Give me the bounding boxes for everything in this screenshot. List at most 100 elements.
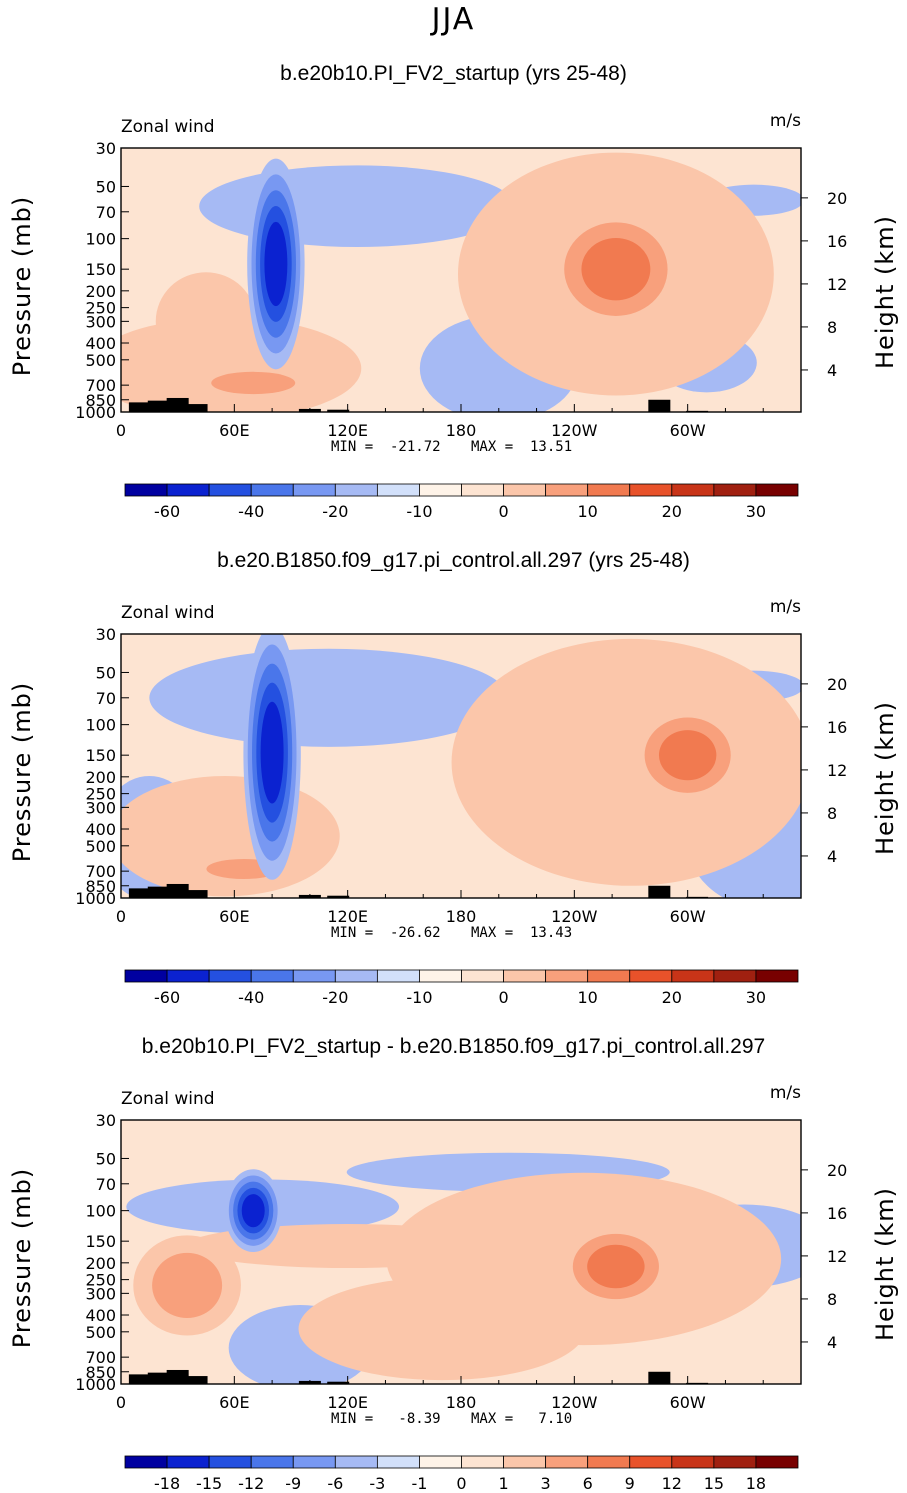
colorbar-bin bbox=[124, 969, 168, 983]
colorbar-bin bbox=[166, 969, 210, 983]
height-tick-label: 12 bbox=[827, 1247, 847, 1266]
units-label: m/s bbox=[770, 597, 801, 617]
topography-block bbox=[327, 409, 350, 412]
colorbar-bin bbox=[503, 969, 547, 983]
height-tick-label: 20 bbox=[827, 675, 847, 694]
panel-title-2: b.e20.B1850.f09_g17.pi_control.all.297 (… bbox=[217, 549, 690, 572]
colorbar-bin bbox=[629, 483, 673, 497]
colorbar-label: -10 bbox=[406, 988, 432, 1007]
pressure-tick-label: 500 bbox=[85, 1323, 116, 1342]
colorbar-label: -3 bbox=[369, 1474, 385, 1493]
colorbar-bin bbox=[713, 1455, 757, 1469]
longitude-tick-label: 0 bbox=[116, 907, 126, 926]
pressure-tick-label: 50 bbox=[96, 663, 116, 682]
colorbar-label: -20 bbox=[322, 988, 348, 1007]
height-tick-label: 16 bbox=[827, 232, 847, 251]
pressure-tick-label: 400 bbox=[85, 334, 116, 353]
colorbar-bin bbox=[292, 1455, 336, 1469]
colorbar-label: 0 bbox=[456, 1474, 466, 1493]
pressure-tick-label: 150 bbox=[85, 260, 116, 279]
min-value: MIN = -8.39 bbox=[331, 1411, 441, 1427]
colorbar-bin bbox=[208, 969, 252, 983]
colorbar-label: -10 bbox=[406, 502, 432, 521]
colorbar-bin bbox=[250, 483, 294, 497]
colorbar-bin bbox=[166, 1455, 210, 1469]
colorbar-label: 0 bbox=[498, 988, 508, 1007]
pressure-tick-label: 30 bbox=[96, 139, 116, 158]
westerly-core bbox=[587, 1244, 645, 1289]
colorbar-bin bbox=[334, 969, 378, 983]
max-value: MAX = 7.10 bbox=[471, 1411, 572, 1427]
height-tick-label: 12 bbox=[827, 275, 847, 294]
pressure-tick-label: 700 bbox=[85, 376, 116, 395]
pressure-tick-label: 30 bbox=[96, 1111, 116, 1130]
colorbar-bin bbox=[461, 483, 504, 497]
westerly-region bbox=[152, 1252, 223, 1318]
colorbar-label: 30 bbox=[746, 988, 766, 1007]
colorbar-label: 3 bbox=[541, 1474, 551, 1493]
topography-block bbox=[147, 400, 170, 412]
colorbar-bin bbox=[334, 1455, 378, 1469]
topography-block bbox=[147, 1372, 170, 1384]
pressure-tick-label: 300 bbox=[85, 1284, 116, 1303]
topography-block bbox=[648, 399, 671, 412]
contour-field bbox=[121, 152, 801, 412]
colorbar-label: 9 bbox=[625, 1474, 635, 1493]
pressure-tick-label: 850 bbox=[85, 391, 116, 410]
colorbar-label: 1 bbox=[498, 1474, 508, 1493]
longitude-tick-label: 60W bbox=[670, 421, 706, 440]
colorbar-label: -40 bbox=[238, 988, 264, 1007]
pressure-tick-label: 300 bbox=[85, 312, 116, 331]
min-value: MIN = -26.62 bbox=[331, 925, 441, 941]
colorbar-bin bbox=[587, 1455, 631, 1469]
pressure-tick-label: 700 bbox=[85, 862, 116, 881]
topography-block bbox=[166, 1369, 189, 1384]
pressure-tick-label: 70 bbox=[96, 689, 116, 708]
colorbar-label: -20 bbox=[322, 502, 348, 521]
min-value: MIN = -21.72 bbox=[331, 439, 441, 455]
pressure-tick-label: 100 bbox=[85, 716, 116, 735]
height-tick-label: 16 bbox=[827, 718, 847, 737]
longitude-tick-label: 0 bbox=[116, 1393, 126, 1412]
pressure-tick-label: 250 bbox=[85, 1271, 116, 1290]
height-tick-label: 20 bbox=[827, 189, 847, 208]
height-tick-label: 4 bbox=[827, 361, 837, 380]
longitude-tick-label: 60E bbox=[219, 907, 249, 926]
longitude-tick-label: 0 bbox=[116, 421, 126, 440]
variable-label: Zonal wind bbox=[121, 603, 215, 623]
panel-title-3: b.e20b10.PI_FV2_startup - b.e20.B1850.f0… bbox=[141, 1035, 766, 1058]
colorbar-bin bbox=[755, 969, 799, 983]
colorbar-label: 0 bbox=[498, 502, 508, 521]
colorbar-bin bbox=[755, 1455, 799, 1469]
colorbar-bin bbox=[376, 969, 420, 983]
colorbar-label: -60 bbox=[154, 502, 180, 521]
easterly-region bbox=[149, 648, 509, 747]
pressure-tick-label: 200 bbox=[85, 282, 116, 301]
longitude-tick-label: 120E bbox=[327, 907, 368, 926]
pressure-tick-label: 700 bbox=[85, 1348, 116, 1367]
colorbar-label: 18 bbox=[746, 1474, 766, 1493]
colorbar-label: -18 bbox=[154, 1474, 180, 1493]
colorbar-bin bbox=[419, 969, 462, 983]
topography-block bbox=[648, 1371, 671, 1384]
easterly-core bbox=[241, 1194, 265, 1228]
figure-title: JJA bbox=[431, 2, 476, 37]
colorbar-label: -12 bbox=[238, 1474, 264, 1493]
colorbar-label: 12 bbox=[662, 1474, 682, 1493]
pressure-tick-label: 30 bbox=[96, 625, 116, 644]
pressure-tick-label: 400 bbox=[85, 820, 116, 839]
pressure-tick-label: 400 bbox=[85, 1306, 116, 1325]
colorbar-label: -60 bbox=[154, 988, 180, 1007]
pressure-tick-label: 100 bbox=[85, 1202, 116, 1221]
contour-field bbox=[126, 1152, 801, 1384]
colorbar-bin bbox=[334, 483, 378, 497]
longitude-tick-label: 120W bbox=[551, 907, 598, 926]
longitude-tick-label: 60W bbox=[670, 907, 706, 926]
pressure-tick-label: 70 bbox=[96, 203, 116, 222]
topography-block bbox=[648, 885, 671, 898]
topography-block bbox=[147, 886, 170, 898]
colorbar-bin bbox=[376, 1455, 420, 1469]
colorbar-label: 6 bbox=[583, 1474, 593, 1493]
y-axis-title-right: Height (km) bbox=[871, 1187, 899, 1341]
colorbar-bin bbox=[755, 483, 799, 497]
